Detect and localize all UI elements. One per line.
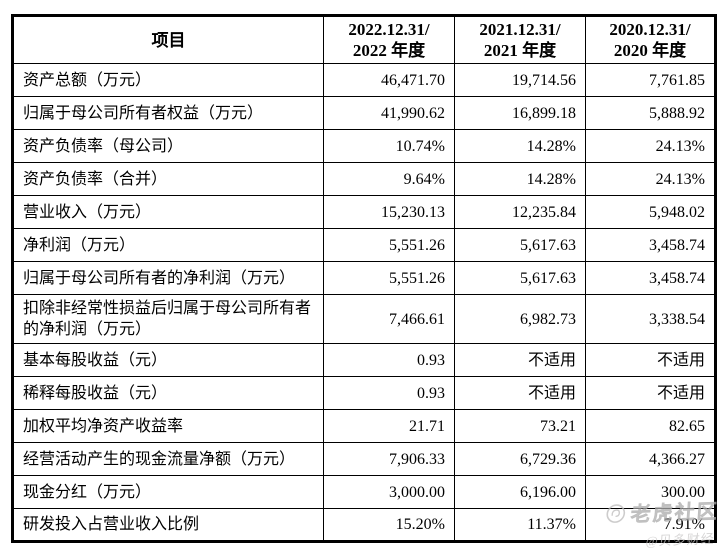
value-cell: 不适用 — [454, 343, 586, 377]
value-cell: 7,761.85 — [585, 63, 716, 97]
row-label: 归属于母公司所有者权益（万元） — [12, 96, 324, 130]
value-cell: 5,551.26 — [323, 228, 455, 262]
row-label: 资产总额（万元） — [12, 63, 324, 97]
row-label: 基本每股收益（元） — [12, 343, 324, 377]
value-cell: 7,466.61 — [323, 294, 455, 344]
value-cell: 16,899.18 — [454, 96, 586, 130]
table-row: 资产总额（万元） 46,471.70 19,714.56 7,761.85 — [12, 63, 716, 97]
value-cell: 6,982.73 — [454, 294, 586, 344]
value-cell: 10.74% — [323, 129, 455, 163]
value-cell: 15,230.13 — [323, 195, 455, 229]
table-row: 资产负债率（母公司） 10.74% 14.28% 24.13% — [12, 129, 716, 163]
value-cell: 4,366.27 — [585, 442, 716, 476]
value-cell: 5,617.63 — [454, 228, 586, 262]
table-row: 稀释每股收益（元） 0.93 不适用 不适用 — [12, 376, 716, 410]
table-row: 研发投入占营业收入比例 15.20% 11.37% 7.91% — [12, 508, 716, 542]
value-cell: 不适用 — [585, 343, 716, 377]
value-cell: 24.13% — [585, 129, 716, 163]
row-label: 稀释每股收益（元） — [12, 376, 324, 410]
table-header: 项目 2022.12.31/ 2022 年度 2021.12.31/ 2021 … — [12, 15, 716, 64]
row-label: 归属于母公司所有者的净利润（万元） — [12, 261, 324, 295]
value-cell: 14.28% — [454, 162, 586, 196]
row-label: 经营活动产生的现金流量净额（万元） — [12, 442, 324, 476]
row-label: 营业收入（万元） — [12, 195, 324, 229]
value-cell: 0.93 — [323, 343, 455, 377]
table-row: 基本每股收益（元） 0.93 不适用 不适用 — [12, 343, 716, 377]
value-cell: 7.91% — [585, 508, 716, 542]
col-header-2020: 2020.12.31/ 2020 年度 — [585, 15, 716, 64]
table-row: 营业收入（万元） 15,230.13 12,235.84 5,948.02 — [12, 195, 716, 229]
value-cell: 14.28% — [454, 129, 586, 163]
value-cell: 73.21 — [454, 409, 586, 443]
value-cell: 11.37% — [454, 508, 586, 542]
table-row: 归属于母公司所有者的净利润（万元） 5,551.26 5,617.63 3,458.7… — [12, 261, 716, 295]
col-header-2021: 2021.12.31/ 2021 年度 — [454, 15, 586, 64]
value-cell: 15.20% — [323, 508, 455, 542]
value-cell: 7,906.33 — [323, 442, 455, 476]
value-cell: 3,458.74 — [585, 261, 716, 295]
value-cell: 41,990.62 — [323, 96, 455, 130]
table-row: 扣除非经常性损益后归属于母公司所有者的净利润（万元） 7,466.61 6,982.… — [12, 294, 716, 344]
financial-summary-table: 项目 2022.12.31/ 2022 年度 2021.12.31/ 2021 … — [11, 14, 717, 543]
value-cell: 46,471.70 — [323, 63, 455, 97]
row-label: 现金分红（万元） — [12, 475, 324, 509]
value-cell: 9.64% — [323, 162, 455, 196]
value-cell: 5,888.92 — [585, 96, 716, 130]
value-cell: 5,551.26 — [323, 261, 455, 295]
header-row: 项目 2022.12.31/ 2022 年度 2021.12.31/ 2021 … — [12, 15, 716, 64]
value-cell: 3,458.74 — [585, 228, 716, 262]
value-cell: 12,235.84 — [454, 195, 586, 229]
value-cell: 5,617.63 — [454, 261, 586, 295]
row-label: 研发投入占营业收入比例 — [12, 508, 324, 542]
row-label: 资产负债率（母公司） — [12, 129, 324, 163]
row-label: 资产负债率（合并） — [12, 162, 324, 196]
value-cell: 3,000.00 — [323, 475, 455, 509]
value-cell: 3,338.54 — [585, 294, 716, 344]
value-cell: 24.13% — [585, 162, 716, 196]
row-label: 加权平均净资产收益率 — [12, 409, 324, 443]
value-cell: 6,196.00 — [454, 475, 586, 509]
table-row: 资产负债率（合并） 9.64% 14.28% 24.13% — [12, 162, 716, 196]
table-body: 资产总额（万元） 46,471.70 19,714.56 7,761.85 归属于母公司… — [12, 63, 716, 542]
value-cell: 82.65 — [585, 409, 716, 443]
table-row: 现金分红（万元） 3,000.00 6,196.00 300.00 — [12, 475, 716, 509]
value-cell: 300.00 — [585, 475, 716, 509]
table-row: 加权平均净资产收益率 21.71 73.21 82.65 — [12, 409, 716, 443]
col-header-item: 项目 — [12, 15, 324, 64]
value-cell: 21.71 — [323, 409, 455, 443]
value-cell: 5,948.02 — [585, 195, 716, 229]
row-label: 扣除非经常性损益后归属于母公司所有者的净利润（万元） — [12, 294, 324, 344]
value-cell: 不适用 — [454, 376, 586, 410]
value-cell: 19,714.56 — [454, 63, 586, 97]
col-header-2022: 2022.12.31/ 2022 年度 — [323, 15, 455, 64]
table-row: 归属于母公司所有者权益（万元） 41,990.62 16,899.18 5,888.9… — [12, 96, 716, 130]
value-cell: 不适用 — [585, 376, 716, 410]
table-row: 经营活动产生的现金流量净额（万元） 7,906.33 6,729.36 4,366.2… — [12, 442, 716, 476]
value-cell: 0.93 — [323, 376, 455, 410]
table-row: 净利润（万元） 5,551.26 5,617.63 3,458.74 — [12, 228, 716, 262]
row-label: 净利润（万元） — [12, 228, 324, 262]
value-cell: 6,729.36 — [454, 442, 586, 476]
